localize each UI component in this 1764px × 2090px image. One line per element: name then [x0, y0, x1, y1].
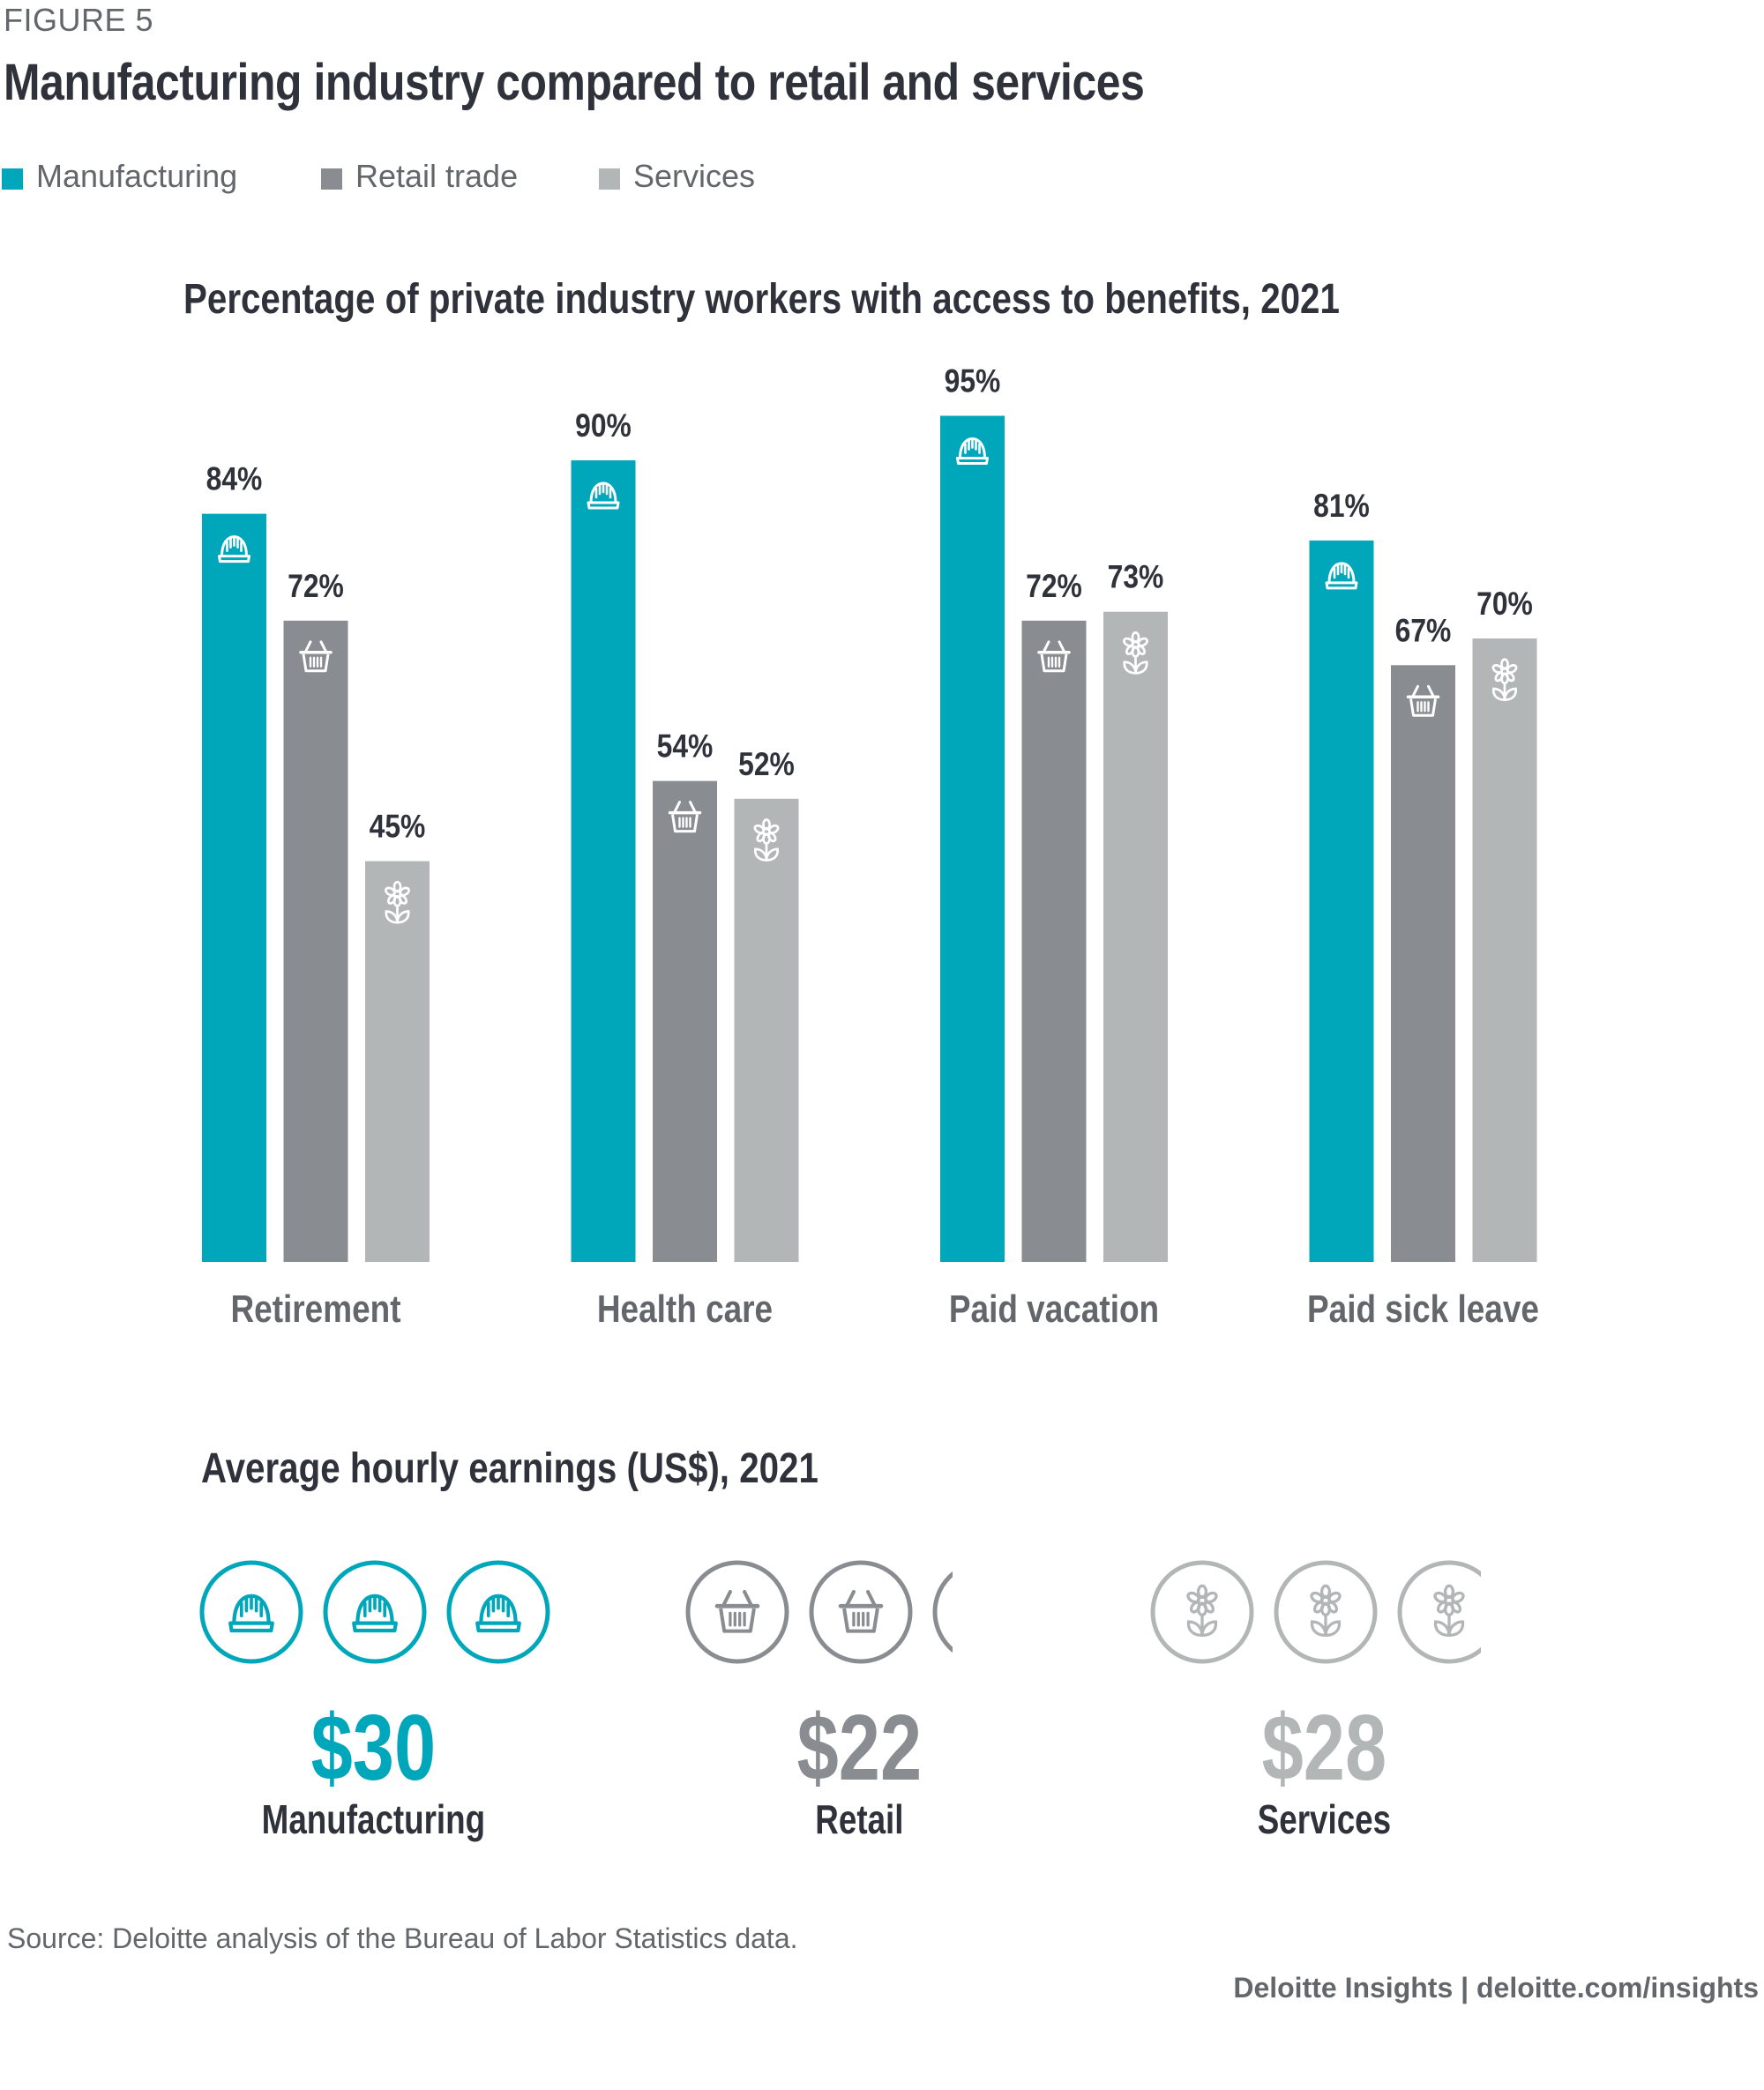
flower-icon [1185, 1584, 1220, 1638]
data-label: 54% [657, 728, 714, 765]
bar-group-health-care: 90% 54% 52% Health care [571, 408, 799, 1331]
bar-manufacturing [940, 415, 1005, 1262]
icon-row [685, 1560, 1005, 1664]
pictogram-unit [199, 1560, 303, 1664]
legend-swatch-services [599, 168, 620, 190]
circle-outline [932, 1571, 953, 1653]
data-label: 45% [370, 809, 426, 845]
data-label: 90% [575, 408, 632, 444]
earnings-category-label: Retail [815, 1796, 903, 1842]
flower-icon [1308, 1584, 1343, 1638]
bar-group-paid-sick-leave: 81% 67% 70% Paid sick leave [1307, 489, 1539, 1331]
earnings-value: $22 [797, 1696, 922, 1800]
bar-services [1472, 638, 1537, 1262]
circle-outline [1150, 1560, 1254, 1664]
pictogram-unit [446, 1560, 550, 1664]
pictogram-unit [685, 1560, 789, 1664]
legend-label: Services [633, 158, 756, 194]
data-label: 70% [1476, 586, 1533, 623]
bar-manufacturing [1309, 540, 1374, 1262]
bar-services [1103, 611, 1168, 1262]
shopping-basket-icon [717, 1592, 758, 1631]
category-label: Health care [597, 1287, 773, 1331]
data-label: 73% [1108, 560, 1164, 596]
chart-title: Percentage of private industry workers w… [183, 276, 1340, 323]
circle-outline [323, 1560, 427, 1664]
category-label: Paid sick leave [1307, 1287, 1539, 1331]
bar-manufacturing [571, 460, 636, 1262]
icon-row [1150, 1560, 1481, 1664]
earnings-value: $28 [1262, 1696, 1387, 1800]
earnings-category-label: Services [1258, 1796, 1391, 1842]
circle-outline [199, 1560, 303, 1664]
shopping-basket-icon [841, 1592, 881, 1631]
earnings-category-label: Manufacturing [262, 1796, 485, 1842]
data-label: 81% [1313, 489, 1370, 525]
figure-label: FIGURE 5 [4, 2, 154, 38]
data-label: 72% [288, 569, 344, 605]
legend-swatch-manufacturing [2, 168, 23, 190]
bar-services [365, 861, 430, 1262]
circle-outline [446, 1560, 550, 1664]
footer-credit: Deloitte Insights | deloitte.com/insight… [1233, 1972, 1759, 2004]
data-label: 84% [206, 461, 263, 497]
legend-label: Manufacturing [36, 158, 238, 194]
legend-item-retail-trade: Retail trade [321, 157, 518, 196]
circle-outline [1397, 1560, 1481, 1664]
pictogram-unit [932, 1571, 1005, 1653]
circle-outline [1274, 1560, 1378, 1664]
legend-item-manufacturing: Manufacturing [2, 157, 237, 196]
bar-services [734, 798, 799, 1262]
legend-swatch-retail-trade [321, 168, 342, 190]
data-label: 67% [1395, 613, 1452, 649]
flower-icon [1431, 1584, 1467, 1638]
bar-retail-trade [283, 620, 348, 1262]
pictogram-unit [1397, 1560, 1481, 1664]
main-title: Manufacturing industry compared to retai… [4, 54, 1145, 111]
bar-manufacturing [202, 513, 266, 1262]
pictogram-unit [323, 1560, 427, 1664]
earnings-value: $30 [311, 1696, 436, 1800]
circle-outline [809, 1560, 913, 1664]
category-label: Paid vacation [949, 1287, 1159, 1331]
legend-label: Retail trade [355, 158, 519, 194]
shopping-basket-icon [964, 1592, 1005, 1631]
data-label: 95% [945, 363, 1001, 399]
data-label: 52% [738, 747, 795, 783]
earnings-title: Average hourly earnings (US$), 2021 [201, 1445, 818, 1492]
hard-hat-icon [477, 1596, 519, 1631]
data-label: 72% [1026, 569, 1082, 605]
icon-row [199, 1560, 550, 1664]
category-label: Retirement [230, 1287, 400, 1331]
bar-group-retirement: 84% 72% 45% Retirement [202, 461, 430, 1331]
source-note: Source: Deloitte analysis of the Bureau … [7, 1922, 798, 1954]
bar-group-paid-vacation: 95% 72% 73% Paid vacation [940, 363, 1168, 1331]
circle-outline [685, 1560, 789, 1664]
pictogram-unit [1274, 1560, 1378, 1664]
hard-hat-icon [354, 1596, 396, 1631]
legend-item-services: Services [599, 157, 755, 196]
hard-hat-icon [230, 1596, 273, 1631]
pictogram-unit [809, 1560, 913, 1664]
bar-retail-trade [653, 780, 717, 1262]
bar-retail-trade [1021, 620, 1087, 1262]
pictogram-unit [1150, 1560, 1254, 1664]
bar-retail-trade [1391, 665, 1455, 1262]
